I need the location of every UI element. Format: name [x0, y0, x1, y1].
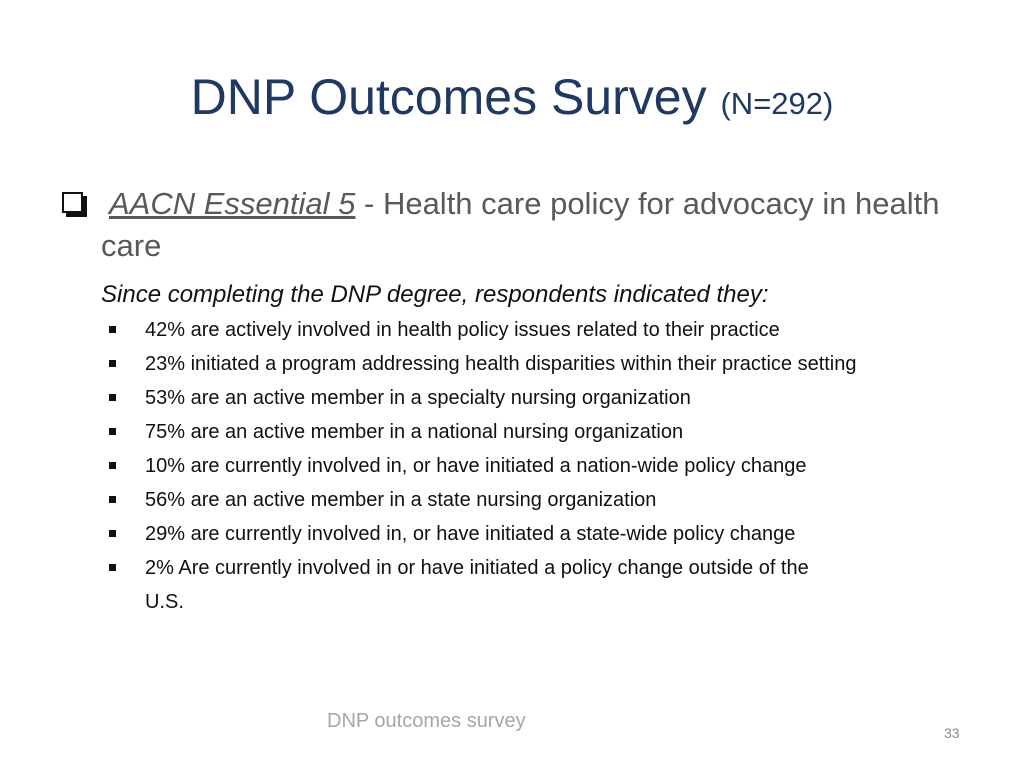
- bullet-item: 53% are an active member in a specialty …: [105, 381, 985, 415]
- square-bullet-icon: [109, 360, 116, 367]
- bullet-text: 29% are currently involved in, or have i…: [145, 523, 796, 545]
- bullet-text: 75% are an active member in a national n…: [145, 421, 684, 443]
- main-point-text: AACN Essential 5 - Health care policy fo…: [101, 183, 982, 267]
- title-text: DNP Outcomes Survey: [190, 69, 707, 125]
- bullet-item: 2% Are currently involved in or have ini…: [105, 551, 825, 619]
- essential-description: - Health care policy for advocacy in hea…: [101, 186, 940, 263]
- title-sample-size: (N=292): [720, 86, 834, 121]
- checkbox-bullet-icon: [62, 192, 83, 213]
- bullet-item: 75% are an active member in a national n…: [105, 415, 985, 449]
- square-bullet-icon: [109, 428, 116, 435]
- bullet-item: 42% are actively involved in health poli…: [105, 313, 985, 347]
- essential-label: AACN Essential 5: [109, 186, 356, 221]
- bullet-text: 42% are actively involved in health poli…: [145, 319, 780, 341]
- bullet-item: 29% are currently involved in, or have i…: [105, 517, 985, 551]
- page-number: 33: [944, 725, 960, 741]
- square-bullet-icon: [109, 462, 116, 469]
- bullet-item: 56% are an active member in a state nurs…: [105, 483, 985, 517]
- square-bullet-icon: [109, 326, 116, 333]
- footer-text: DNP outcomes survey: [327, 710, 526, 732]
- bullet-item: 23% initiated a program addressing healt…: [105, 347, 865, 381]
- bullet-text: 2% Are currently involved in or have ini…: [145, 557, 809, 613]
- bullet-text: 10% are currently involved in, or have i…: [145, 455, 807, 477]
- bullet-item: 10% are currently involved in, or have i…: [105, 449, 985, 483]
- slide-title: DNP Outcomes Survey (N=292): [0, 62, 1024, 139]
- bullet-text: 53% are an active member in a specialty …: [145, 387, 691, 409]
- intro-text: Since completing the DNP degree, respond…: [101, 281, 769, 308]
- square-bullet-icon: [109, 530, 116, 537]
- bullet-list: 42% are actively involved in health poli…: [105, 313, 985, 619]
- bullet-text: 56% are an active member in a state nurs…: [145, 489, 657, 511]
- main-point: AACN Essential 5 - Health care policy fo…: [62, 183, 982, 267]
- bullet-text: 23% initiated a program addressing healt…: [145, 353, 857, 375]
- square-bullet-icon: [109, 564, 116, 571]
- square-bullet-icon: [109, 496, 116, 503]
- square-bullet-icon: [109, 394, 116, 401]
